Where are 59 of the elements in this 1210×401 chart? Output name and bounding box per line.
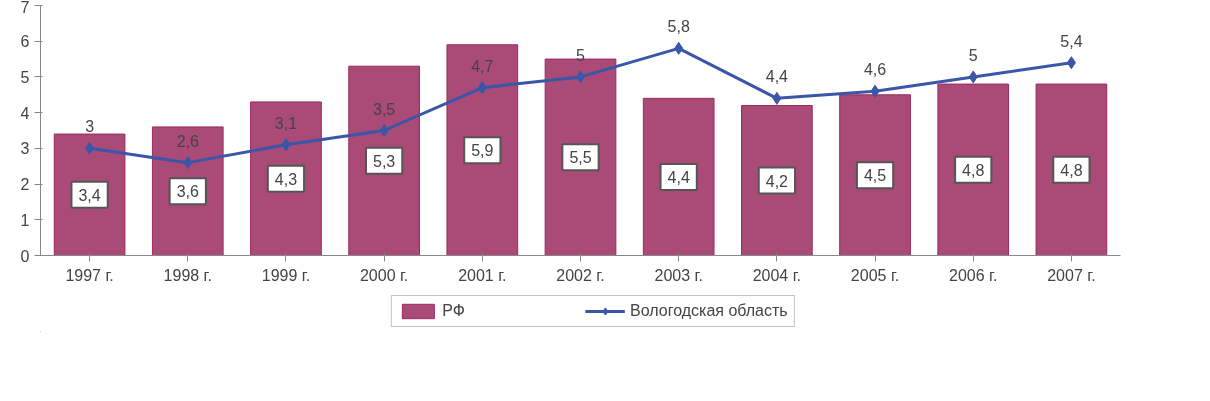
data-label: 3,6 bbox=[176, 183, 199, 201]
data-label: 3,5 bbox=[373, 100, 396, 118]
x-tick-label: 1999 г. bbox=[261, 266, 311, 284]
data-label: 5 bbox=[968, 46, 978, 64]
bar bbox=[446, 44, 519, 256]
data-label: 4,8 bbox=[962, 161, 985, 179]
point bbox=[772, 91, 782, 105]
x-tick-label: 2005 г. bbox=[850, 266, 900, 284]
data-label: 4,8 bbox=[1060, 161, 1083, 179]
x-tick-label: 1998 г. bbox=[163, 266, 212, 284]
y-tick-label: 3 bbox=[20, 140, 30, 158]
data-label: 4,4 bbox=[667, 168, 690, 186]
point bbox=[281, 138, 291, 152]
x-tick-label: 2000 г. bbox=[359, 266, 409, 284]
data-label: 5,8 bbox=[667, 18, 690, 36]
y-tick-label: 2 bbox=[20, 176, 30, 194]
data-label: 5,9 bbox=[471, 142, 494, 160]
data-label: 4,4 bbox=[765, 68, 789, 86]
data-label: 5,5 bbox=[569, 149, 592, 167]
y-tick-label: 1 bbox=[20, 211, 30, 229]
x-tick-label: 1997 г. bbox=[65, 266, 114, 284]
y-tick-label: 7 bbox=[20, 0, 30, 16]
bar bbox=[1035, 83, 1108, 256]
data-label: 3 bbox=[85, 118, 95, 136]
point bbox=[1066, 56, 1076, 70]
x-tick-label: 2002 г. bbox=[556, 266, 605, 284]
point bbox=[674, 41, 684, 55]
data-label: 5,3 bbox=[373, 152, 396, 170]
x-tick-label: 2006 г. bbox=[949, 266, 998, 284]
point bbox=[477, 81, 487, 95]
legend-label: Вологодская область bbox=[630, 302, 788, 320]
x-tick-label: 2004 г. bbox=[752, 266, 802, 284]
point bbox=[379, 124, 389, 137]
data-label: 4,6 bbox=[863, 61, 887, 79]
data-label: 4,5 bbox=[863, 167, 887, 185]
y-tick-label: 6 bbox=[20, 33, 30, 51]
data-label: 3,1 bbox=[274, 114, 298, 132]
bar bbox=[839, 94, 911, 256]
data-label: 3,4 bbox=[78, 186, 101, 204]
x-tick-label: 2003 г. bbox=[654, 266, 703, 284]
data-label: 2,6 bbox=[176, 132, 199, 150]
y-tick-label: 5 bbox=[20, 68, 30, 86]
x-tick-label: 2007 г. bbox=[1047, 266, 1096, 284]
point bbox=[968, 70, 978, 84]
legend-label: РФ bbox=[442, 302, 466, 320]
data-label: 4,2 bbox=[765, 172, 789, 190]
bar bbox=[741, 105, 813, 256]
bar bbox=[642, 97, 715, 256]
x-tick-label: 2001 г. bbox=[458, 266, 507, 284]
bar bbox=[348, 65, 420, 256]
point bbox=[85, 141, 95, 155]
point bbox=[183, 156, 193, 170]
point bbox=[870, 84, 880, 98]
y-tick-label: 4 bbox=[20, 104, 30, 122]
data-label: 4,7 bbox=[471, 57, 494, 75]
data-label: 4,3 bbox=[274, 170, 298, 188]
y-tick-label: 0 bbox=[20, 247, 30, 265]
data-label: 5,4 bbox=[1060, 32, 1083, 50]
bar bbox=[937, 83, 1010, 256]
